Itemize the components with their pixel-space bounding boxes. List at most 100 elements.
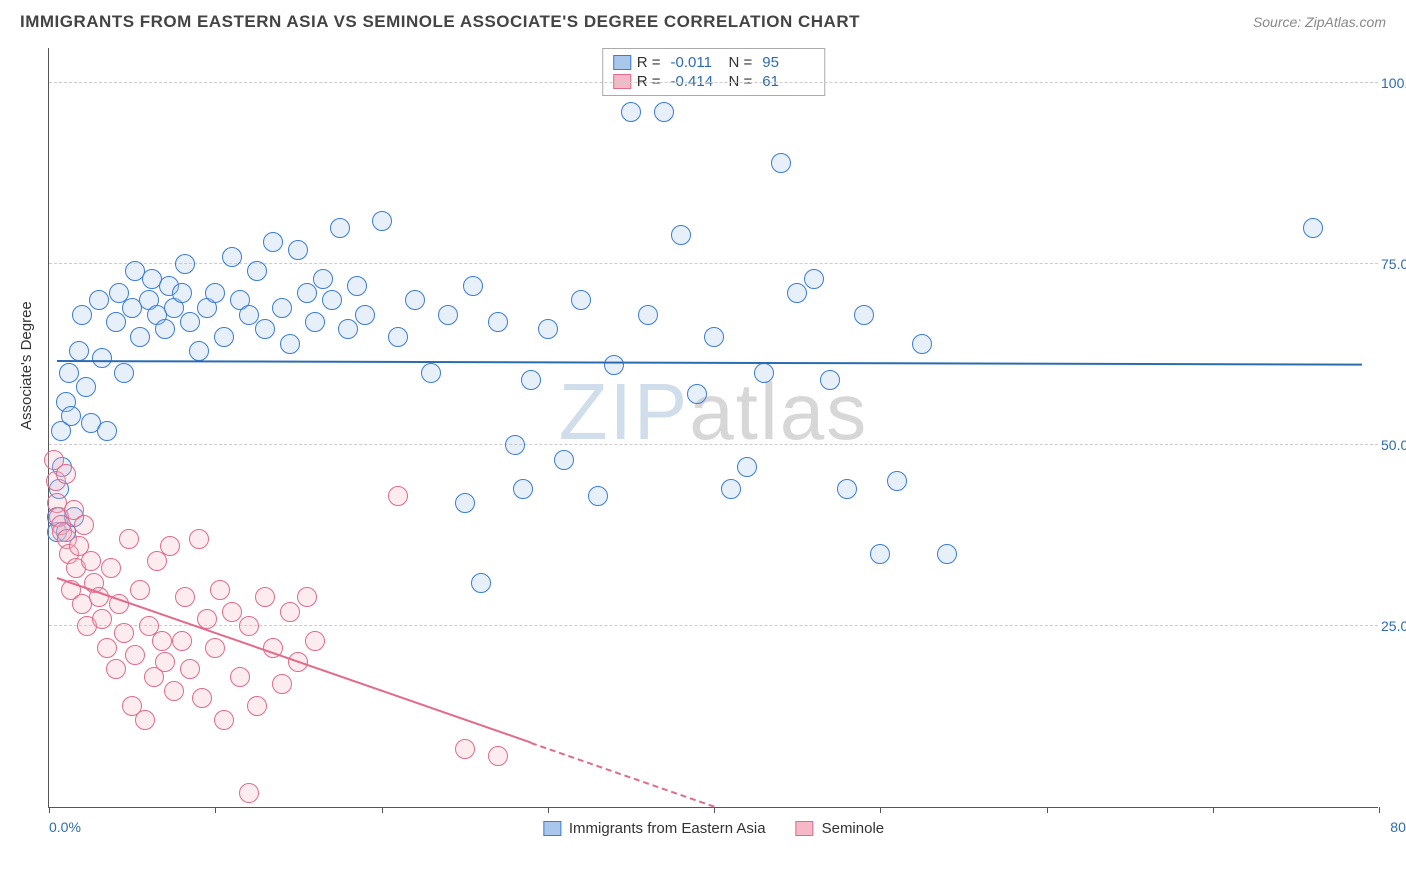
x-tick [1379,807,1380,813]
data-point [554,450,574,470]
legend-label: Immigrants from Eastern Asia [569,820,766,837]
data-point [438,305,458,325]
data-point [125,645,145,665]
x-tick [49,807,50,813]
data-point [222,602,242,622]
data-point [92,348,112,368]
page-title: IMMIGRANTS FROM EASTERN ASIA VS SEMINOLE… [20,12,860,32]
data-point [305,631,325,651]
x-tick [215,807,216,813]
data-point [155,652,175,672]
data-point [97,638,117,658]
y-tick-label: 50.0% [1381,437,1406,453]
data-point [338,319,358,339]
x-tick [880,807,881,813]
data-point [155,319,175,339]
data-point [247,261,267,281]
data-point [180,659,200,679]
data-point [654,102,674,122]
data-point [135,710,155,730]
data-point [313,269,333,289]
data-point [106,659,126,679]
data-point [56,464,76,484]
data-point [347,276,367,296]
data-point [210,580,230,600]
legend-swatch [543,821,561,836]
data-point [421,363,441,383]
data-point [214,710,234,730]
data-point [152,631,172,651]
data-point [372,211,392,231]
x-end-label: 80.0% [1390,819,1406,835]
data-point [255,319,275,339]
y-tick-label: 25.0% [1381,618,1406,634]
data-point [280,602,300,622]
data-point [180,312,200,332]
x-tick [548,807,549,813]
data-point [355,305,375,325]
data-point [912,334,932,354]
data-point [160,536,180,556]
data-point [455,739,475,759]
data-point [455,493,475,513]
data-point [172,631,192,651]
legend-swatch [796,821,814,836]
data-point [119,529,139,549]
data-point [754,363,774,383]
data-point [189,341,209,361]
data-point [247,696,267,716]
data-point [297,587,317,607]
data-point [72,305,92,325]
data-point [638,305,658,325]
data-point [89,290,109,310]
data-point [505,435,525,455]
series-legend: Immigrants from Eastern Asia Seminole [543,820,884,837]
data-point [272,298,292,318]
data-point [92,609,112,629]
data-point [172,283,192,303]
data-point [222,247,242,267]
data-point [1303,218,1323,238]
data-point [205,283,225,303]
data-point [787,283,807,303]
data-point [704,327,724,347]
data-point [571,290,591,310]
data-point [388,486,408,506]
legend-item: Seminole [796,820,885,837]
x-tick [1213,807,1214,813]
gridline [49,82,1378,83]
data-point [405,290,425,310]
data-point [521,370,541,390]
data-point [854,305,874,325]
stats-legend-row: R =-0.011N =95 [613,53,815,72]
data-point [671,225,691,245]
data-point [837,479,857,499]
data-point [214,327,234,347]
legend-swatch [613,55,631,70]
data-point [388,327,408,347]
data-point [239,616,259,636]
data-point [687,384,707,404]
data-point [887,471,907,491]
data-point [604,355,624,375]
stats-legend: R =-0.011N =95R =-0.414N =61 [602,48,826,96]
data-point [81,551,101,571]
data-point [59,363,79,383]
data-point [130,327,150,347]
data-point [288,240,308,260]
data-point [937,544,957,564]
data-point [205,638,225,658]
data-point [175,587,195,607]
data-point [175,254,195,274]
data-point [771,153,791,173]
data-point [471,573,491,593]
trend-line-extrapolated [531,742,715,807]
data-point [114,623,134,643]
x-tick [1047,807,1048,813]
data-point [870,544,890,564]
data-point [255,587,275,607]
x-tick [382,807,383,813]
data-point [69,341,89,361]
data-point [192,688,212,708]
data-point [61,406,81,426]
